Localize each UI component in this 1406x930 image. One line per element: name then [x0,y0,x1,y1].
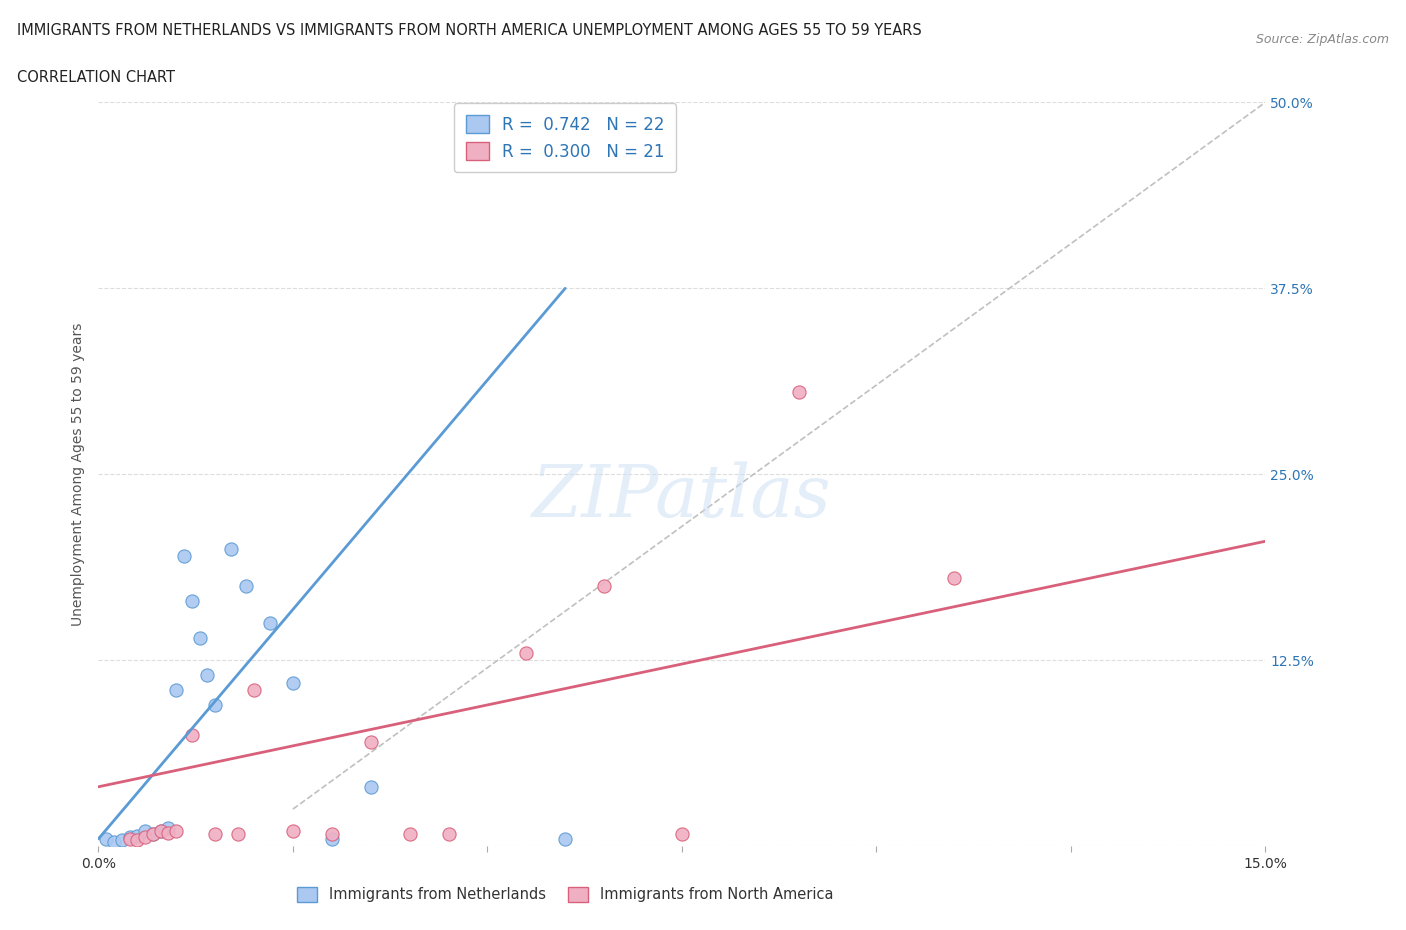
Point [943,571,966,586]
Point [593,578,616,593]
Point [127,829,149,844]
Point [204,827,226,842]
Point [204,698,226,712]
Point [219,541,242,556]
Point [259,616,281,631]
Point [134,830,156,844]
Point [321,827,343,842]
Point [142,827,165,842]
Point [165,824,187,839]
Y-axis label: Unemployment Among Ages 55 to 59 years: Unemployment Among Ages 55 to 59 years [72,323,86,626]
Point [281,675,304,690]
Point [360,779,382,794]
Point [96,831,118,846]
Point [360,735,382,750]
Point [103,834,125,849]
Point [180,727,202,742]
Text: CORRELATION CHART: CORRELATION CHART [17,70,174,85]
Point [228,827,250,842]
Point [195,668,218,683]
Point [118,831,141,846]
Point [281,824,304,839]
Point [235,578,257,593]
Point [437,827,460,842]
Point [157,826,180,841]
Point [671,827,693,842]
Text: ZIPatlas: ZIPatlas [531,461,832,532]
Text: Source: ZipAtlas.com: Source: ZipAtlas.com [1256,33,1389,46]
Point [188,631,211,645]
Point [515,645,537,660]
Point [157,821,180,836]
Point [127,833,149,848]
Point [243,683,266,698]
Point [134,824,156,839]
Legend: Immigrants from Netherlands, Immigrants from North America: Immigrants from Netherlands, Immigrants … [290,879,841,910]
Point [180,593,202,608]
Point [142,827,165,842]
Point [149,824,172,839]
Point [118,830,141,844]
Text: IMMIGRANTS FROM NETHERLANDS VS IMMIGRANTS FROM NORTH AMERICA UNEMPLOYMENT AMONG : IMMIGRANTS FROM NETHERLANDS VS IMMIGRANT… [17,23,921,38]
Point [554,831,576,846]
Point [173,549,195,564]
Point [111,833,134,848]
Point [149,824,172,839]
Point [321,831,343,846]
Point [398,827,420,842]
Point [787,385,810,400]
Point [165,683,187,698]
